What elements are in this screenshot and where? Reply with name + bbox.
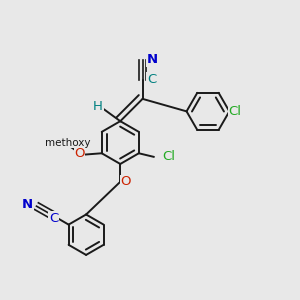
Text: Cl: Cl [228, 105, 241, 118]
Text: O: O [74, 147, 85, 161]
Text: Cl: Cl [162, 150, 175, 163]
Text: N: N [147, 53, 158, 66]
Text: C: C [147, 73, 156, 86]
Text: O: O [120, 175, 131, 188]
Text: methoxy: methoxy [45, 138, 90, 148]
Text: H: H [93, 100, 103, 113]
Text: N: N [22, 198, 33, 211]
Text: C: C [49, 212, 58, 225]
